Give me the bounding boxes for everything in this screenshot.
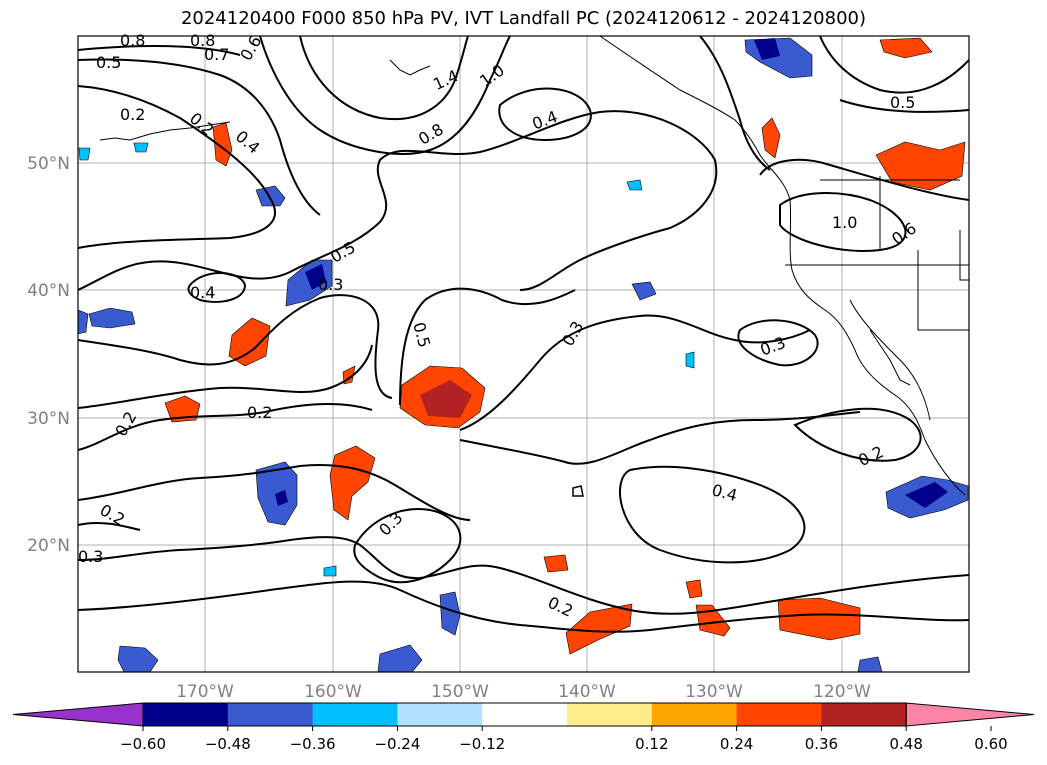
- lon-label: 160°W: [304, 682, 362, 702]
- contour-label: 0.2: [120, 105, 145, 124]
- contour-label: 0.5: [890, 93, 915, 112]
- colorbar-tick-label: 0.24: [720, 735, 753, 753]
- colorbar-tick-label: −0.48: [205, 735, 251, 753]
- lon-label: 140°W: [558, 682, 616, 702]
- pv-negative-anomalies: [78, 37, 969, 672]
- lon-label: 120°W: [813, 682, 871, 702]
- lat-label: 20°N: [27, 536, 70, 556]
- colorbar-segment: [567, 703, 653, 726]
- pv-positive-anomalies: [164, 37, 966, 655]
- lat-label: 50°N: [27, 154, 70, 174]
- colorbar-segment: [143, 703, 229, 726]
- contour-label: 0.3: [318, 275, 343, 294]
- colorbar-segment: [312, 703, 398, 726]
- colorbar: −0.60 −0.48 −0.36 −0.24 −0.12 0.12 0.24 0.36 0.4…: [12, 702, 1035, 753]
- contour-label: 0.2: [247, 403, 272, 422]
- longitude-labels: 170°W 160°W 150°W 140°W 130°W 120°W: [176, 682, 871, 702]
- contour-label: 0.8: [120, 31, 145, 50]
- lon-label: 150°W: [431, 682, 489, 702]
- colorbar-segment: [736, 703, 822, 726]
- colorbar-tick-label: 0.36: [805, 735, 838, 753]
- coastlines: [99, 36, 969, 496]
- plot-title: 2024120400 F000 850 hPa PV, IVT Landfall…: [180, 8, 867, 29]
- pv-contours: [78, 36, 969, 633]
- contour-label: 1.0: [832, 213, 857, 232]
- colorbar-outline: [142, 702, 907, 727]
- colorbar-tick-label: −0.12: [459, 735, 505, 753]
- lon-label: 130°W: [685, 682, 743, 702]
- colorbar-tick-label: −0.24: [374, 735, 420, 753]
- latitude-labels: 50°N 40°N 30°N 20°N: [27, 154, 70, 556]
- contour-label: 0.5: [96, 53, 121, 72]
- contour-label: 0.4: [190, 283, 215, 302]
- colorbar-tick-label: 0.60: [974, 735, 1007, 753]
- colorbar-segment: [651, 703, 738, 726]
- lat-label: 30°N: [27, 409, 70, 429]
- lon-label: 170°W: [176, 682, 234, 702]
- colorbar-segment: [821, 703, 907, 726]
- colorbar-tick-label: 0.12: [635, 735, 668, 753]
- colorbar-segment: [397, 703, 483, 726]
- colorbar-segment: [227, 703, 314, 726]
- colorbar-tick-label: −0.36: [290, 735, 336, 753]
- colorbar-extend-high: [905, 702, 1035, 727]
- colorbar-segment: [482, 703, 568, 726]
- contour-label: 0.7: [204, 45, 229, 64]
- colorbar-tick-label: −0.60: [120, 735, 166, 753]
- colorbar-extend-low: [12, 702, 144, 727]
- map-frame: [77, 35, 970, 673]
- colorbar-tick-label: 0.48: [889, 735, 922, 753]
- contour-label: 0.3: [78, 547, 103, 566]
- lat-label: 40°N: [27, 281, 70, 301]
- gridlines: [78, 36, 969, 672]
